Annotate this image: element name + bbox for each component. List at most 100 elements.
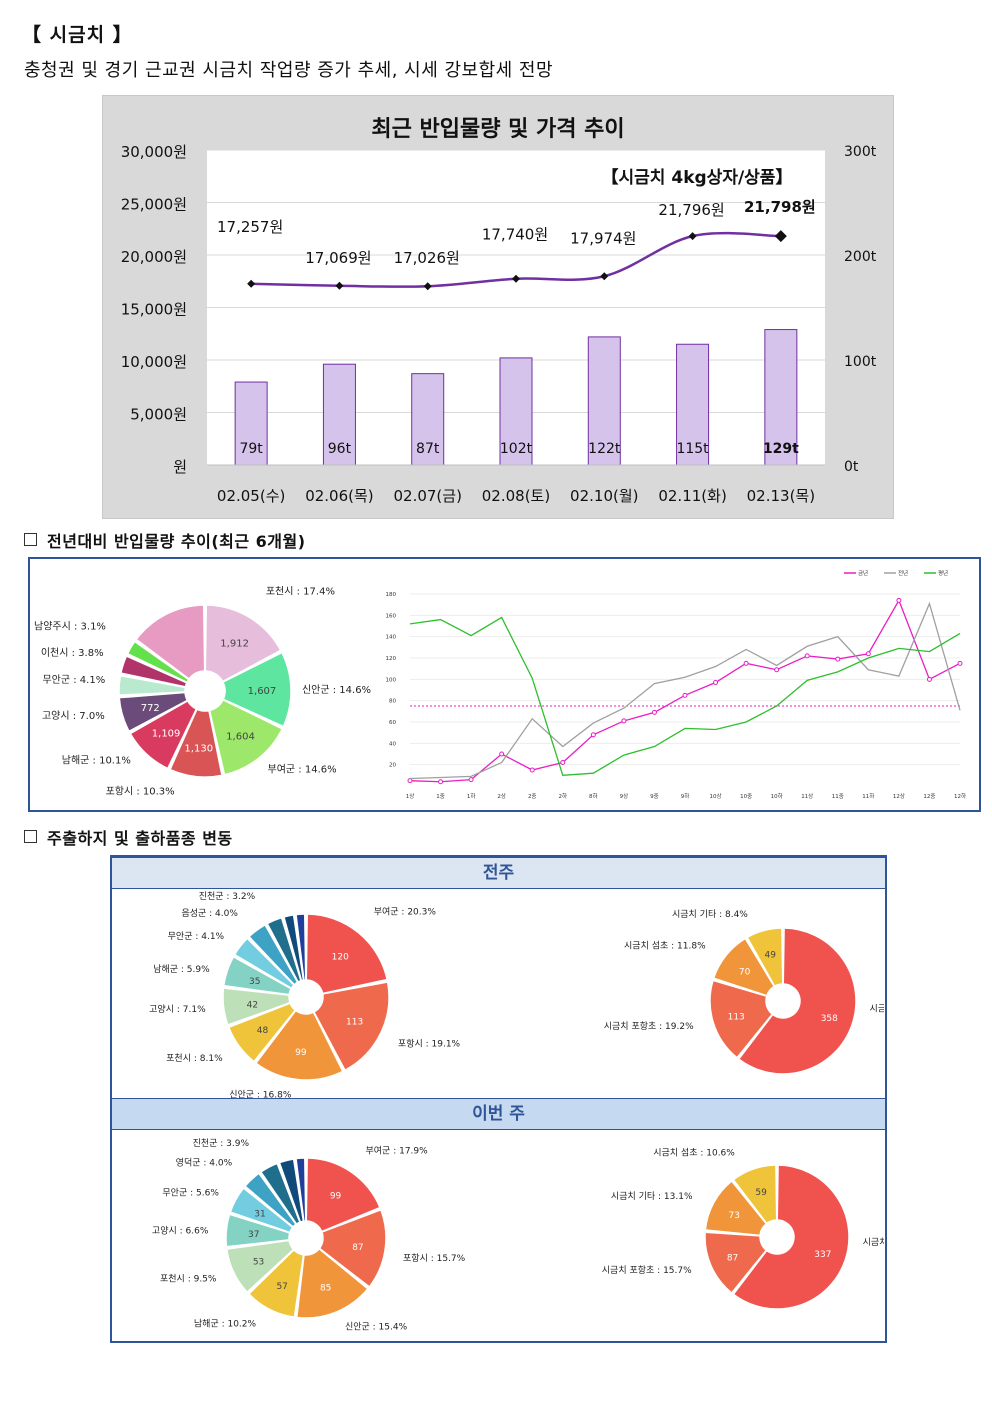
pie-slice [208,698,284,776]
section-origin-title: 주출하지 및 출하품종 변동 [47,829,233,848]
pie-percent-label: 남양주시 : 3.1% [34,620,106,632]
left-tick-label: 원 [173,458,187,476]
pie-value-label: 1,109 [152,729,181,740]
band-this-week: 이번 주 [112,1098,885,1130]
x-tick-label: 8하 [589,792,598,800]
volume-data-label: 96t [328,441,352,457]
x-tick-label: 02.08(토) [482,487,550,505]
series-marker [743,660,749,666]
x-tick-label: 02.06(목) [305,487,373,505]
pie-percent-label: 시금치 섬초 : 11.8% [624,940,706,952]
legend-label: 평년 [938,569,948,577]
pie-value-label: 87 [352,1243,363,1253]
series-marker [468,777,474,783]
y-tick-label: 180 [386,592,397,598]
pie-value-label: 87 [727,1253,738,1263]
pie-slice [704,1231,768,1294]
y-tick-label: 60 [389,720,396,726]
pie-value-label: 772 [141,703,160,714]
x-tick-label: 9중 [650,793,659,800]
section-yoy-title: 전년대비 반입물량 추이(최근 6개월) [47,532,306,551]
pie-percent-label: 시금치 기타 : 13.1% [611,1190,693,1202]
page-subtitle: 충청권 및 경기 근교권 시금치 작업량 증가 추세, 시세 강보합세 전망 [24,60,554,81]
pie-percent-label: 시금치 기타 : 8.4% [672,908,748,920]
volume-data-label: 79t [239,441,263,457]
price-marker [774,230,787,243]
pie-slice [709,979,774,1059]
y-tick-label: 140 [386,635,397,641]
pie-percent-label: 이천시 : 3.8% [41,647,104,659]
pie-value-label: 73 [729,1211,740,1221]
series-marker [865,651,871,657]
pie-slice [221,651,292,728]
y-tick-label: 80 [389,699,396,705]
pie-value-label: 37 [248,1230,259,1240]
x-tick-label: 10중 [740,793,752,800]
pie-slice [222,955,293,996]
pie-slice [318,1208,387,1288]
pie-slice [312,981,390,1072]
pie-percent-label: 고양시 : 6.6% [152,1226,209,1237]
right-tick-label: 0t [844,459,859,475]
series-marker [590,732,596,738]
pie-percent-label: 남해군 : 5.9% [153,964,210,975]
y-tick-label: 160 [386,613,397,619]
pie-value-label: 1,912 [220,638,249,649]
price-marker [600,272,609,281]
pie-value-label: 358 [821,1014,838,1024]
pie-percent-label: 영덕군 : 4.0% [176,1157,233,1168]
this-week-origin-pie: 99 부여군 : 17.9% 87 포항시 : 15.7% 85 신안군 : 15.4% 5… [152,1138,466,1333]
pie-value-label: 70 [739,967,751,977]
series-line [409,601,961,780]
volume-bar [322,363,356,466]
x-tick-label: 9하 [681,792,690,800]
pie-slice [247,1248,305,1319]
this-week-variety-pie: 337 시금치(일반) : 60.6% 87 시금치 포항초 : 15.7% 73 시금치… [602,1146,884,1310]
left-tick-label: 30,000원 [121,143,187,161]
pie-slice [732,1164,778,1225]
pie-slice [254,1009,344,1081]
price-data-label: 17,069원 [305,249,371,267]
last-week-variety-pie: 358 시금치(일반) : 60.6% 113 시금치 포항초 : 19.2% 70 시금… [604,908,884,1075]
x-tick-label: 02.07(금) [393,487,461,505]
pie-percent-label: 신안군 : 16.8% [229,1090,292,1098]
pie-value-label: 120 [332,952,349,962]
left-tick-label: 10,000원 [121,353,187,371]
pie-value-label: 337 [814,1250,831,1260]
region-share-pie-6months: 1,912 포천시 : 17.4% 1,607 신안군 : 14.6% 1,604 부여군… [34,586,371,798]
x-tick-label: 2중 [528,793,537,800]
pie-slice [225,1213,291,1248]
x-tick-label: 10하 [771,792,783,800]
pie-slice [704,1180,768,1237]
pie-percent-label: 신안군 : 15.4% [345,1322,408,1333]
pie-percent-label: 고양시 : 7.1% [149,1004,206,1015]
last-week-origin-pie: 120 부여군 : 20.3% 113 포항시 : 19.1% 99 신안군 : 16.8… [149,891,460,1098]
series-marker [438,779,444,785]
volume-bar [764,329,798,466]
price-data-label: 21,796원 [658,201,724,219]
pie-slice [295,913,307,981]
pie-percent-label: 부여군 : 17.9% [366,1144,429,1156]
x-tick-label: 10상 [710,792,722,800]
series-marker [560,760,566,766]
price-data-label: 21,798원 [744,198,816,216]
right-tick-label: 100t [844,354,877,370]
x-tick-label: 9상 [620,792,629,800]
series-marker [804,653,810,659]
volume-data-label: 102t [500,441,533,457]
right-tick-label: 300t [844,144,877,160]
x-tick-label: 02.11(화) [658,487,726,505]
pie-percent-label: 무안군 : 4.1% [42,674,105,686]
y-tick-label: 20 [389,763,396,769]
left-tick-label: 20,000원 [121,248,187,266]
pie-percent-label: 포항시 : 10.3% [106,785,175,797]
price-volume-chart: 최근 반입물량 및 가격 추이 【시금치 4kg상자/상품】 30,000원 25,0… [102,95,894,519]
pie-value-label: 35 [249,977,260,987]
pie-value-label: 85 [320,1284,331,1294]
pie-value-label: 49 [764,951,776,961]
series-marker [499,751,505,757]
volume-bar [676,343,710,466]
pie-slice [222,987,291,1026]
x-tick-label: 02.10(월) [570,487,638,505]
y-tick-label: 100 [386,677,397,683]
